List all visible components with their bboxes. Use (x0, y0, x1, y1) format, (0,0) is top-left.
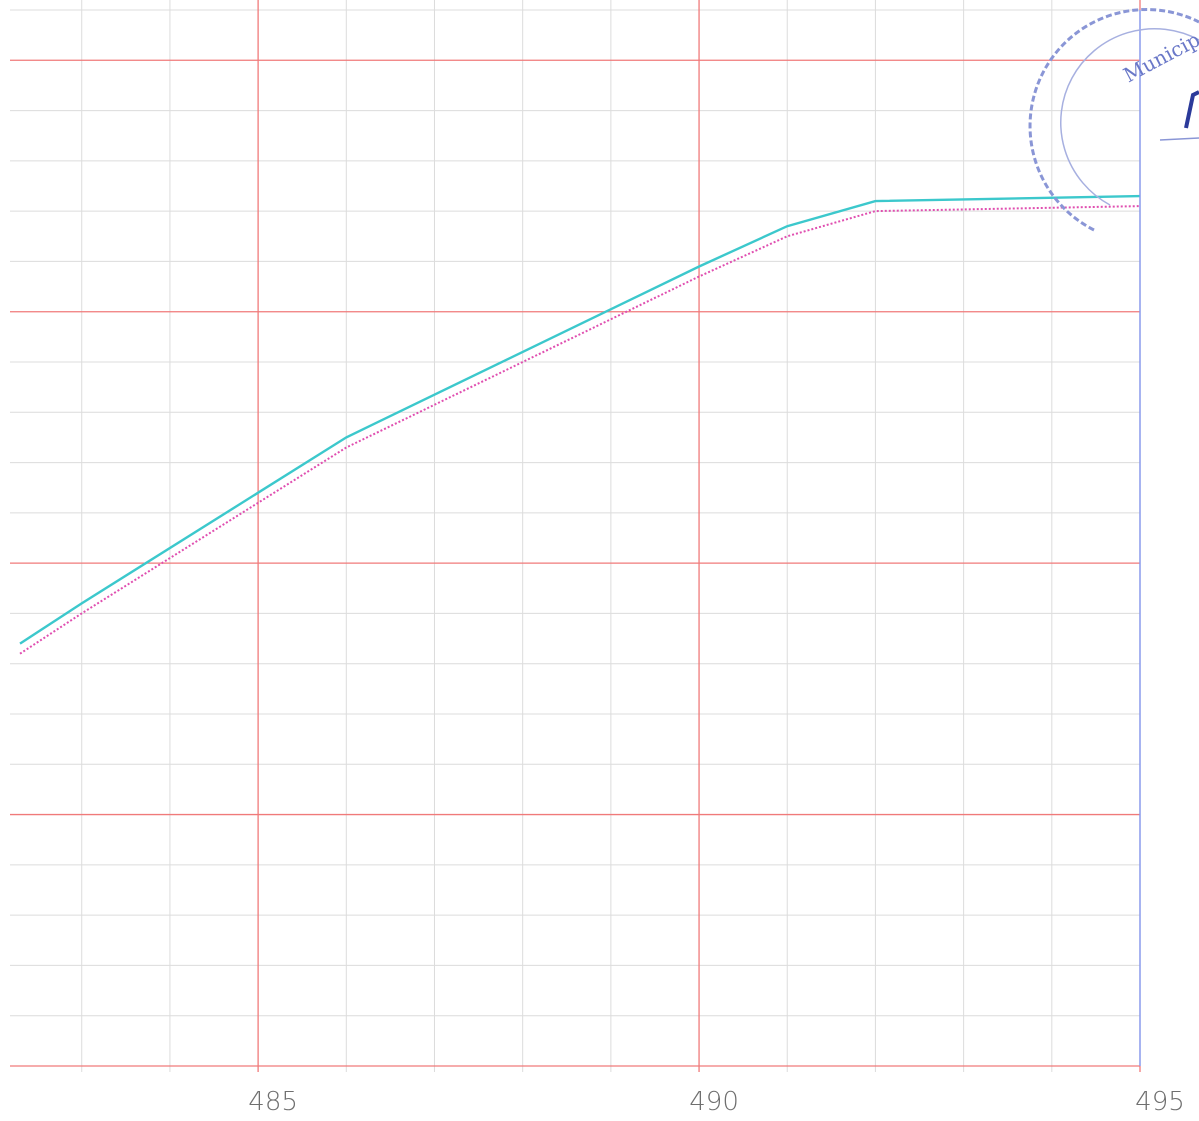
stamp-text: Municip (1119, 27, 1199, 87)
series-line-1 (19, 194, 1141, 645)
series-layer (19, 194, 1141, 655)
x-tick-label: 490 (689, 1087, 739, 1117)
minor-grid (10, 0, 1140, 1072)
series-line-2 (19, 205, 1141, 655)
x-tick-labels: 485 490 495 (248, 1087, 1185, 1117)
x-tick-label: 495 (1135, 1087, 1185, 1117)
x-tick-label: 485 (248, 1087, 298, 1117)
